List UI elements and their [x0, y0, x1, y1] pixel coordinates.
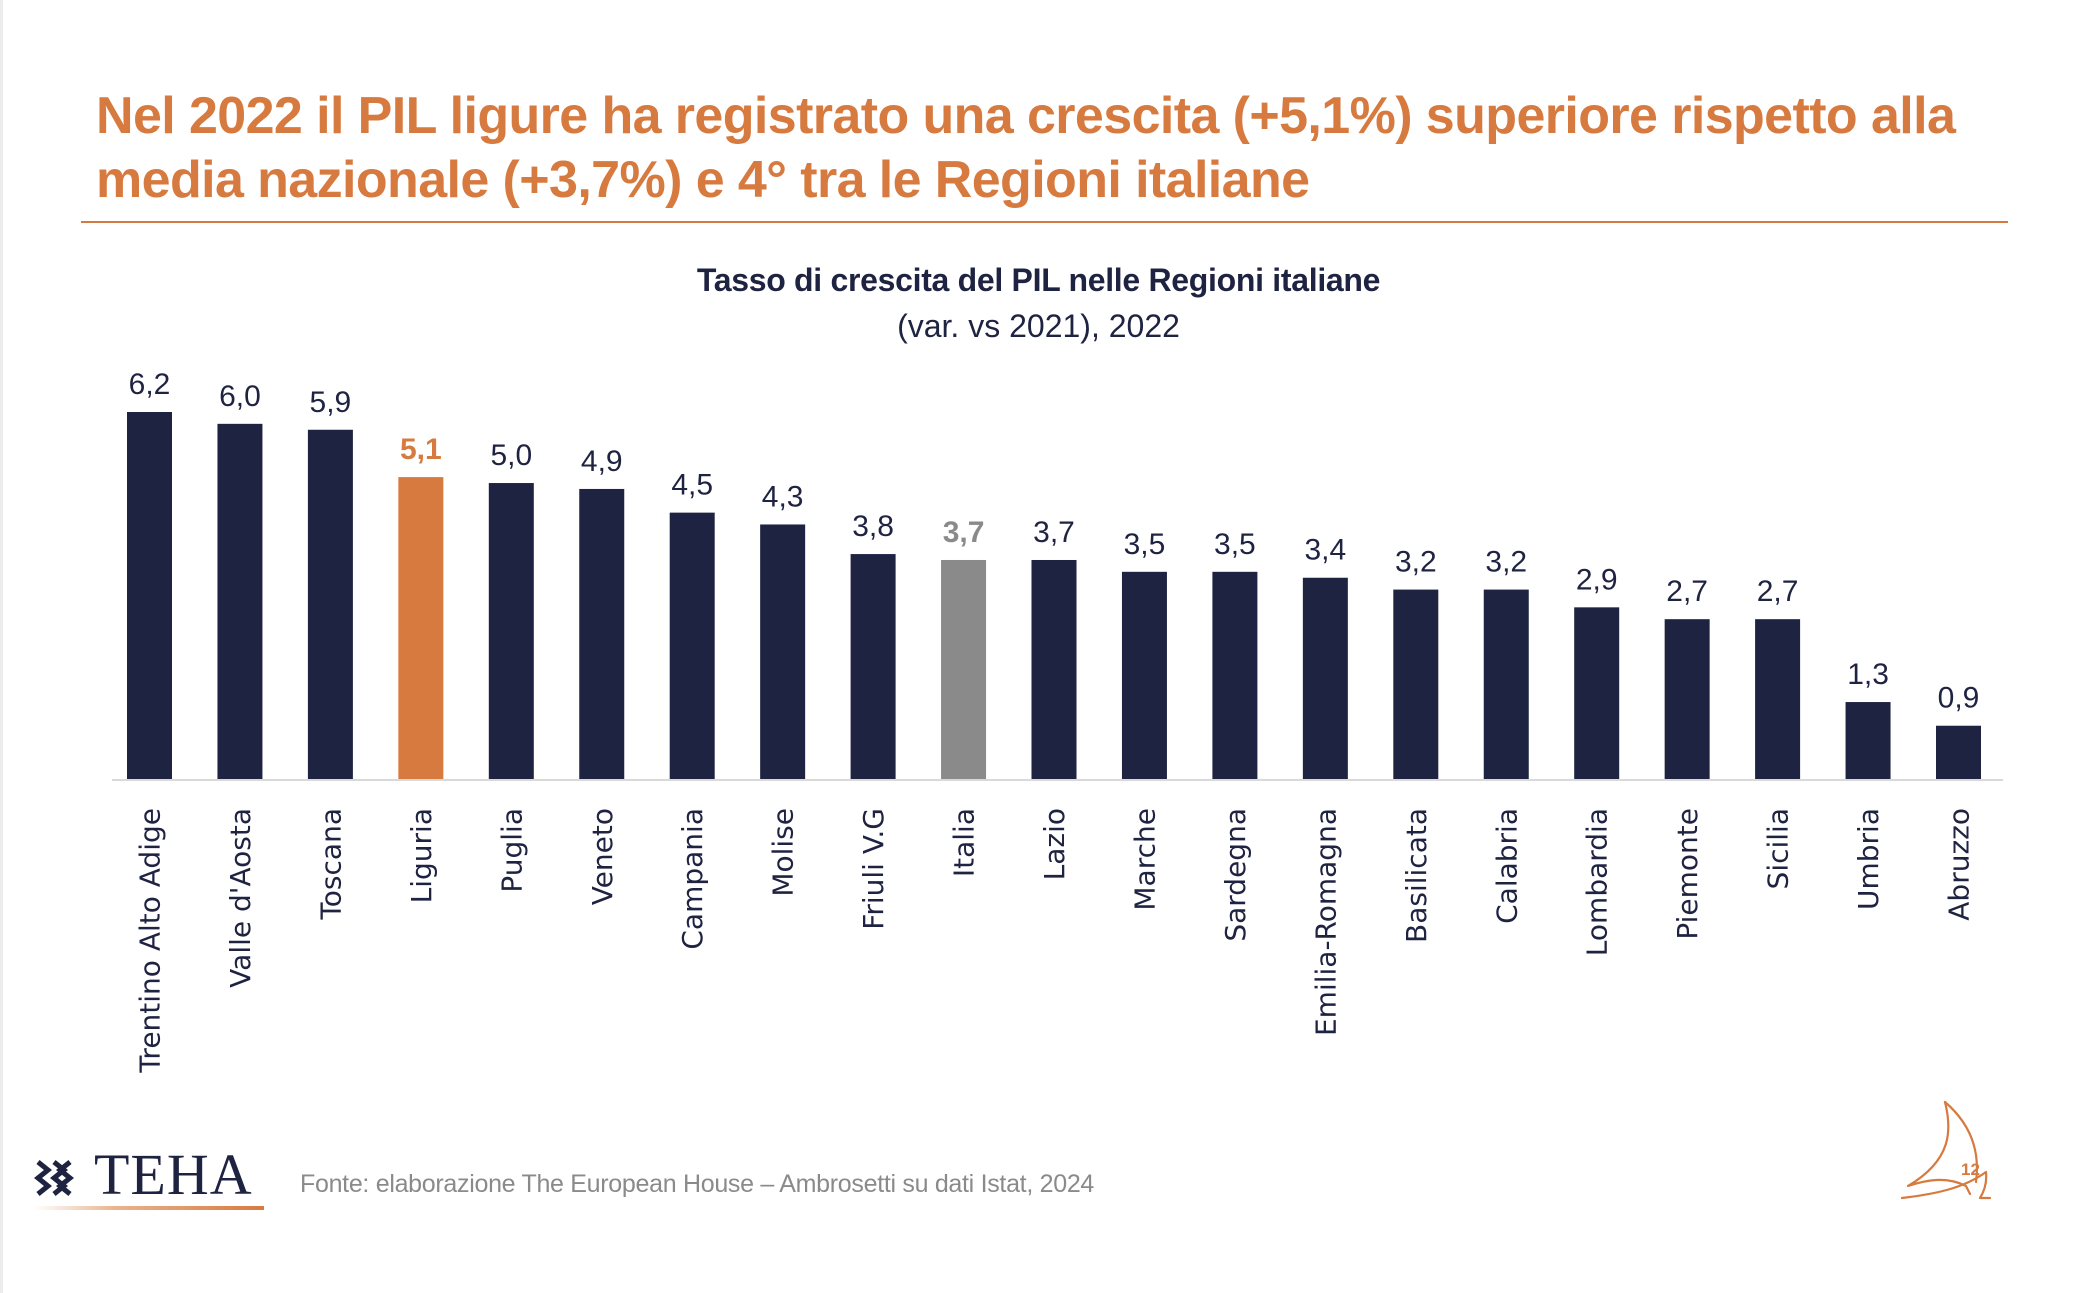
- data-label: 2,9: [1576, 563, 1618, 596]
- category-label: Sardegna: [1219, 808, 1252, 942]
- data-label: 4,3: [762, 480, 804, 513]
- slide-headline: Nel 2022 il PIL ligure ha registrato una…: [96, 87, 1956, 209]
- teha-logo-mark-icon: [34, 1160, 75, 1196]
- headline-divider: [81, 221, 2008, 223]
- data-label: 2,7: [1666, 575, 1708, 608]
- data-label: 3,5: [1214, 528, 1256, 561]
- bar-campania: [669, 512, 715, 779]
- source-note: Fonte: elaborazione The European House –…: [300, 1170, 1095, 1198]
- bar-marche: [1121, 571, 1167, 779]
- page-number: 12: [1961, 1160, 1980, 1179]
- bar-veneto: [579, 488, 625, 779]
- bar-toscana: [307, 429, 353, 779]
- chart-subtitle: (var. vs 2021), 2022: [897, 308, 1180, 344]
- category-label: Molise: [767, 808, 800, 897]
- data-label: 6,0: [219, 380, 261, 413]
- bar-lazio: [1031, 559, 1077, 779]
- data-label: 3,2: [1395, 546, 1437, 579]
- data-label: 2,7: [1757, 575, 1799, 608]
- category-label: Veneto: [586, 808, 619, 905]
- category-label: Liguria: [405, 808, 438, 903]
- category-label: Friuli V.G: [857, 808, 890, 930]
- teha-logo: TEHA: [30, 1146, 270, 1212]
- category-label: Piemonte: [1671, 808, 1704, 940]
- bar-italia: [941, 559, 987, 779]
- category-label: Italia: [948, 808, 981, 877]
- data-labels-group: 6,2 6,0 5,9 5,1 5,0 4,9 4,5 4,3 3,8 3,7 3,7 3,5 3,5 3…: [129, 368, 1980, 715]
- data-label: 4,9: [581, 445, 623, 478]
- logo-text: TEHA: [94, 1142, 253, 1207]
- category-label: Toscana: [314, 808, 347, 921]
- data-label: 5,0: [490, 439, 532, 472]
- data-label: 1,3: [1847, 658, 1889, 691]
- category-label: Abruzzo: [1943, 808, 1976, 921]
- category-label: Lazio: [1038, 808, 1071, 880]
- logo-underline: [34, 1206, 264, 1210]
- category-label: Campania: [676, 808, 709, 950]
- slide-left-edge: [0, 0, 3, 1293]
- category-label: Umbria: [1852, 808, 1885, 910]
- data-label: 3,8: [852, 510, 894, 543]
- bar-calabria: [1483, 589, 1529, 779]
- data-label: 3,4: [1304, 534, 1346, 567]
- category-label: Sicilia: [1762, 808, 1795, 889]
- data-label: 6,2: [129, 368, 171, 401]
- category-label: Emilia-Romagna: [1309, 808, 1342, 1036]
- bar-sicilia: [1755, 619, 1801, 779]
- chart-title: Tasso di crescita del PIL nelle Regioni …: [696, 262, 1381, 298]
- category-label: Marche: [1128, 808, 1161, 911]
- bar-basilicata: [1393, 589, 1439, 779]
- category-label: Trentino Alto Adige: [134, 808, 167, 1074]
- data-label: 0,9: [1938, 682, 1980, 715]
- bar-emilia-romagna: [1302, 577, 1348, 779]
- data-label: 3,7: [943, 516, 985, 549]
- data-label: 5,9: [310, 386, 352, 419]
- category-label: Basilicata: [1400, 808, 1433, 943]
- bar-puglia: [488, 483, 534, 779]
- bar-sardegna: [1212, 571, 1258, 779]
- category-label: Lombardia: [1581, 808, 1614, 956]
- bar-molise: [760, 524, 806, 779]
- data-label: 3,5: [1124, 528, 1166, 561]
- data-label: 3,7: [1033, 516, 1075, 549]
- data-label: 5,1: [400, 433, 442, 466]
- bar-valle-d-aosta: [217, 423, 263, 779]
- category-label: Puglia: [495, 808, 528, 893]
- bar-abruzzo: [1936, 725, 1981, 779]
- bar-umbria: [1845, 702, 1891, 779]
- sailboat-icon: [1900, 1100, 1992, 1200]
- bar-liguria: [398, 477, 444, 779]
- data-label: 4,5: [671, 469, 713, 502]
- bar-friuli-v-g: [850, 554, 896, 779]
- bars-group: [127, 412, 1981, 779]
- category-label: Calabria: [1490, 808, 1523, 924]
- bar-piemonte: [1664, 619, 1710, 779]
- category-labels-group: Trentino Alto Adige Valle d'Aosta Toscana L…: [134, 808, 1976, 1074]
- bar-lombardia: [1574, 607, 1620, 779]
- category-label: Valle d'Aosta: [224, 808, 257, 988]
- bar-trentino-alto-adige: [127, 412, 172, 779]
- data-label: 3,2: [1485, 546, 1527, 579]
